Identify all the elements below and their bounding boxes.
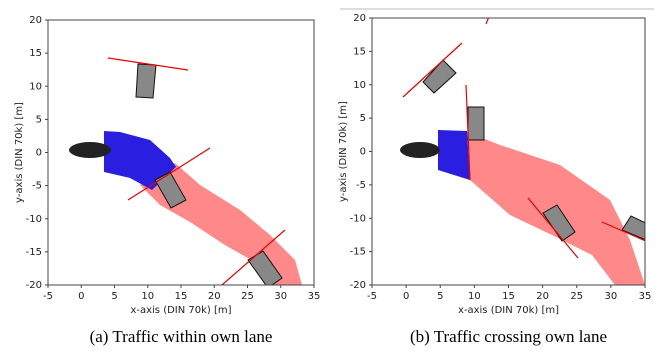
- ego-path: [438, 130, 470, 180]
- y-tick-label: 0: [360, 147, 366, 158]
- y-tick-label: -5: [32, 181, 42, 192]
- y-tick-label: 5: [36, 114, 42, 125]
- x-tick-label: 15: [175, 291, 188, 302]
- vehicle: [154, 171, 187, 209]
- y-tick-label: 10: [29, 81, 42, 92]
- vehicle: [135, 63, 157, 99]
- heading-line: [601, 221, 645, 242]
- x-tick-label: 35: [639, 291, 652, 302]
- x-tick-label: -5: [367, 291, 377, 302]
- ego-car: [400, 142, 440, 158]
- vehicle: [467, 106, 485, 141]
- ego-car: [69, 142, 111, 158]
- vehicle: [422, 59, 457, 94]
- heading-line: [107, 57, 189, 71]
- y-tick-label: -10: [350, 213, 366, 224]
- heading-line: [402, 42, 463, 98]
- x-tick-label: 20: [208, 291, 221, 302]
- x-tick-label: 10: [468, 291, 481, 302]
- y-tick-label: 0: [36, 148, 42, 159]
- heading-line: [127, 147, 211, 201]
- y-tick-label: -10: [26, 214, 42, 225]
- x-tick-label: 15: [502, 291, 515, 302]
- y-tick-label: -15: [350, 247, 366, 258]
- heading-line: [221, 229, 286, 285]
- y-tick-label: -5: [356, 180, 366, 191]
- x-tick-label: 30: [274, 291, 287, 302]
- y-tick-label: -15: [26, 247, 42, 258]
- x-tick-label: 5: [437, 291, 443, 302]
- y-axis-label: y-axis (DIN 70k) [m]: [14, 102, 25, 203]
- y-tick-label: -20: [350, 280, 366, 291]
- y-tick-label: 20: [353, 13, 366, 24]
- x-tick-label: 5: [111, 291, 117, 302]
- heading-line: [485, 18, 490, 25]
- ego-path: [104, 131, 176, 190]
- x-tick-label: 35: [308, 291, 321, 302]
- caption: (a) Traffic within own lane: [90, 327, 273, 346]
- scene-a: [69, 57, 302, 285]
- y-axis-label: y-axis (DIN 70k) [m]: [338, 101, 349, 202]
- x-tick-label: 25: [241, 291, 254, 302]
- y-tick-label: 10: [353, 80, 366, 91]
- x-tick-label: 10: [141, 291, 154, 302]
- x-tick-label: 25: [570, 291, 583, 302]
- x-tick-label: 0: [403, 291, 409, 302]
- heading-line: [465, 84, 471, 181]
- y-tick-label: 15: [353, 46, 366, 57]
- x-tick-label: 0: [78, 291, 84, 302]
- y-tick-label: 15: [29, 48, 42, 59]
- x-tick-label: 30: [605, 291, 618, 302]
- y-tick-label: 20: [29, 15, 42, 26]
- vehicle: [621, 215, 645, 241]
- y-tick-label: -20: [26, 280, 42, 291]
- y-tick-label: 5: [360, 113, 366, 124]
- scene-b: [400, 18, 645, 285]
- heading-line: [527, 197, 579, 259]
- x-axis-label: x-axis (DIN 70k) [m]: [458, 305, 559, 316]
- caption: (b) Traffic crossing own lane: [410, 327, 607, 346]
- x-tick-label: -5: [43, 291, 53, 302]
- x-tick-label: 20: [536, 291, 549, 302]
- x-axis-label: x-axis (DIN 70k) [m]: [130, 305, 231, 316]
